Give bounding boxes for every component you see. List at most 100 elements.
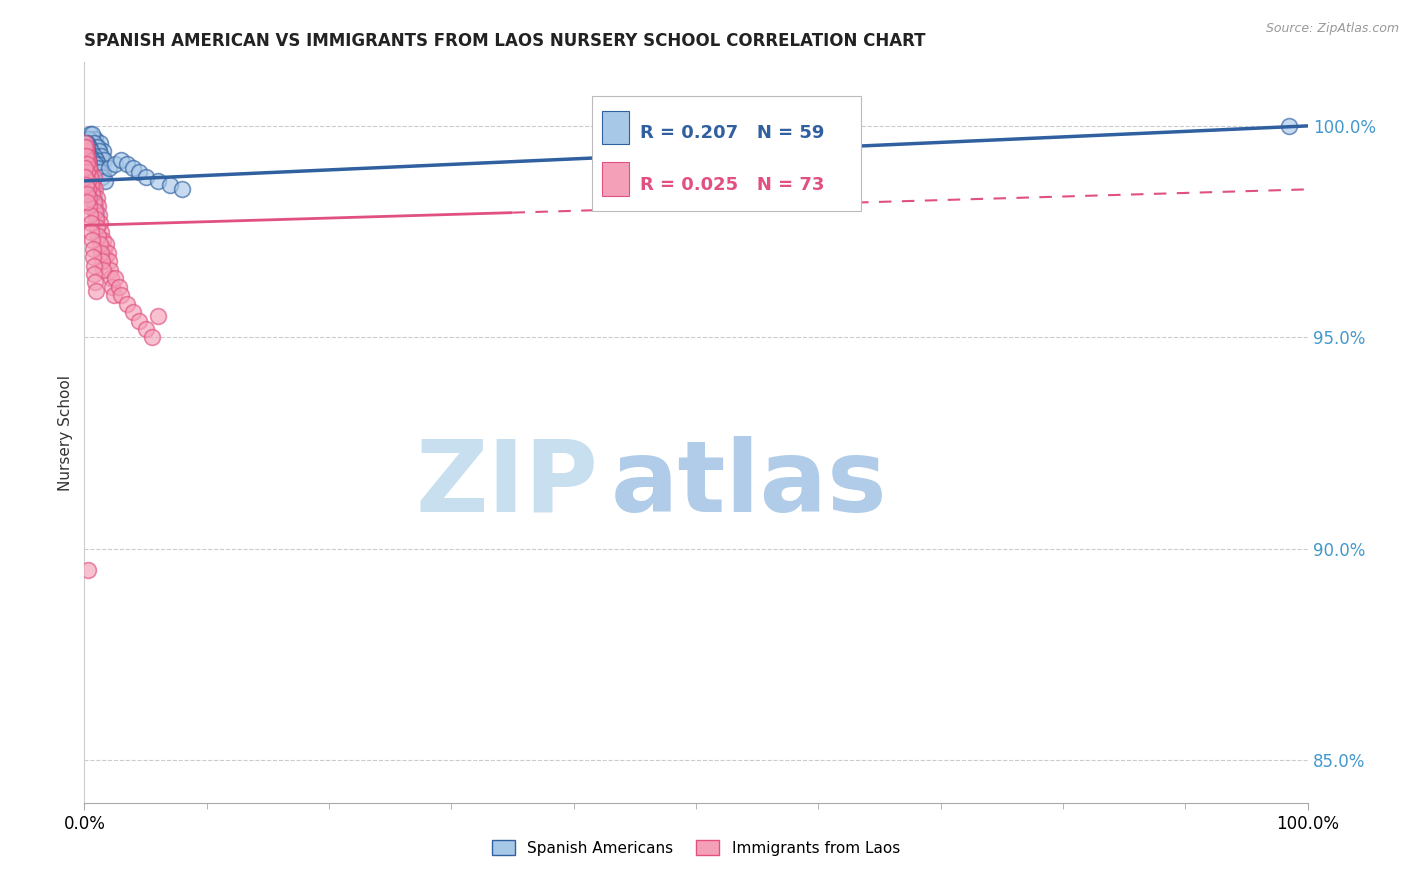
Point [76, 165, 98, 179]
Point [82, 186, 104, 201]
Point [122, 305, 145, 319]
Point [84, 153, 107, 167]
Point [87, 228, 110, 243]
Point [82, 250, 104, 264]
Point [73, 136, 96, 150]
Text: R = 0.207   N = 59: R = 0.207 N = 59 [640, 124, 824, 142]
Point [115, 157, 138, 171]
Point [76, 157, 98, 171]
Point [79, 199, 101, 213]
Point [84, 203, 107, 218]
Point [107, 279, 129, 293]
Point [172, 182, 194, 196]
Point [73, 161, 96, 176]
Point [77, 153, 100, 167]
Point [91, 254, 114, 268]
Point [83, 191, 105, 205]
Point [80, 174, 103, 188]
Point [128, 165, 150, 179]
Point [76, 148, 98, 162]
Point [83, 195, 105, 210]
Point [83, 267, 105, 281]
Point [93, 153, 115, 167]
Point [75, 169, 97, 184]
Point [115, 296, 138, 310]
Point [86, 161, 108, 176]
Y-axis label: Nursery School: Nursery School [58, 375, 73, 491]
Point [122, 161, 145, 176]
Point [91, 233, 114, 247]
Point [80, 233, 103, 247]
Point [84, 182, 107, 196]
Point [97, 254, 120, 268]
Point [77, 161, 100, 176]
Bar [592, 95, 860, 211]
Point [86, 220, 108, 235]
Text: R = 0.025   N = 73: R = 0.025 N = 73 [640, 176, 824, 194]
Point [87, 157, 110, 171]
Text: ZIP: ZIP [415, 436, 598, 533]
Point [1278, 119, 1301, 133]
Point [89, 216, 111, 230]
Point [79, 165, 101, 179]
Point [77, 157, 100, 171]
Point [75, 148, 97, 162]
Point [83, 169, 105, 184]
Point [89, 237, 111, 252]
Point [77, 161, 100, 176]
Point [159, 178, 181, 193]
Point [91, 169, 114, 184]
Point [76, 145, 98, 159]
Point [79, 148, 101, 162]
Point [89, 165, 111, 179]
Point [101, 279, 124, 293]
Point [80, 178, 103, 193]
Point [82, 153, 104, 167]
Point [89, 136, 111, 150]
Point [75, 140, 97, 154]
Point [76, 153, 98, 167]
Point [79, 208, 101, 222]
Point [104, 271, 127, 285]
Point [82, 178, 104, 193]
Point [84, 211, 107, 226]
Point [77, 131, 100, 145]
Point [146, 310, 169, 324]
Point [87, 208, 110, 222]
Text: Source: ZipAtlas.com: Source: ZipAtlas.com [1265, 22, 1399, 36]
Point [75, 145, 97, 159]
Point [93, 242, 115, 256]
Bar [602, 162, 628, 195]
Point [90, 148, 112, 162]
Point [80, 216, 103, 230]
Point [104, 157, 127, 171]
Point [77, 191, 100, 205]
Point [79, 169, 101, 184]
Point [79, 161, 101, 176]
Legend: Spanish Americans, Immigrants from Laos: Spanish Americans, Immigrants from Laos [486, 834, 905, 862]
Point [135, 169, 157, 184]
Point [80, 145, 103, 159]
Point [90, 245, 112, 260]
Bar [602, 111, 628, 144]
Point [87, 145, 110, 159]
Point [87, 140, 110, 154]
Point [76, 145, 98, 159]
Point [76, 195, 98, 210]
Point [82, 136, 104, 150]
Point [135, 322, 157, 336]
Text: SPANISH AMERICAN VS IMMIGRANTS FROM LAOS NURSERY SCHOOL CORRELATION CHART: SPANISH AMERICAN VS IMMIGRANTS FROM LAOS… [84, 32, 927, 50]
Point [86, 208, 108, 222]
Point [77, 140, 100, 154]
Point [100, 271, 122, 285]
Point [83, 148, 105, 162]
Point [91, 262, 114, 277]
Point [77, 131, 100, 145]
Point [96, 237, 118, 252]
Text: atlas: atlas [610, 436, 887, 533]
Point [76, 136, 98, 150]
Point [86, 140, 108, 154]
Point [75, 178, 97, 193]
Point [76, 140, 98, 154]
Point [75, 136, 97, 150]
